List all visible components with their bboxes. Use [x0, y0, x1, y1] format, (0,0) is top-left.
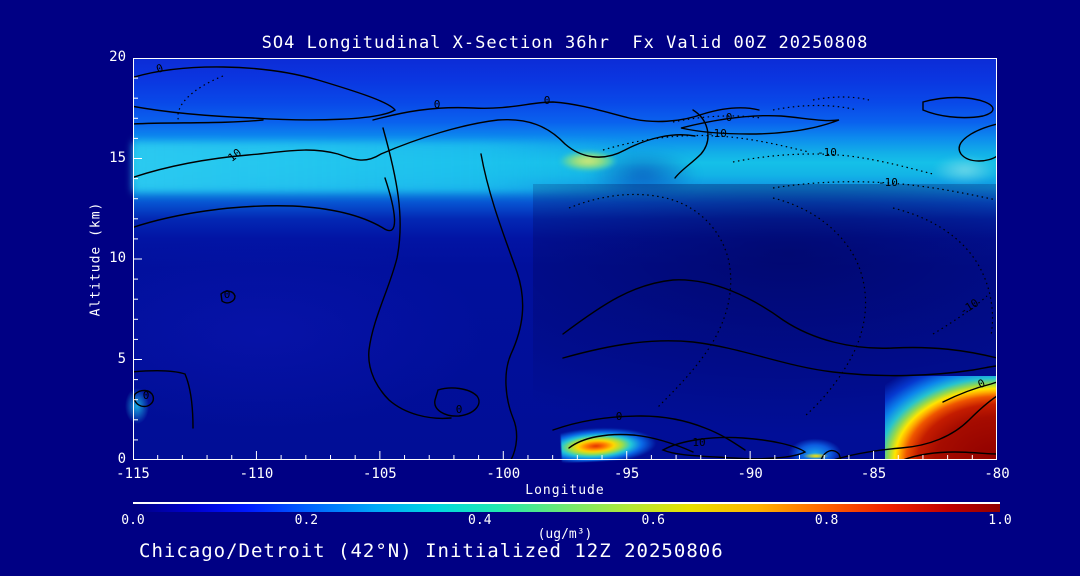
elevated-layer-west-band — [133, 142, 633, 192]
contour-label: 0 — [726, 111, 733, 124]
y-tick-label: 15 — [109, 149, 126, 166]
caption: Chicago/Detroit (42°N) Initialized 12Z 2… — [139, 540, 724, 562]
y-tick-label: 5 — [117, 350, 126, 367]
x-tick-label: -85 — [860, 466, 887, 482]
dark-navy-pool — [533, 184, 997, 460]
elevated-layer-notch — [588, 150, 698, 198]
colorbar-units-label: (ug/m³) — [537, 527, 593, 542]
dotted-contours — [177, 75, 997, 417]
contour-label: 0 — [143, 389, 150, 402]
contour-label: 0 — [544, 94, 551, 107]
y-tick-label: 0 — [117, 451, 126, 467]
contour-label: 10 — [226, 146, 244, 164]
contour-label: 0 — [154, 61, 165, 75]
colorbar-tick-label: 1.0 — [988, 513, 1012, 528]
contour-overlay-svg: 0 10 0 0 0 -10 -10 -10 -10 0 0 0 0 10 0 — [133, 58, 997, 460]
surface-plume-hotspot — [560, 420, 678, 464]
solid-contours — [133, 66, 997, 460]
colorbar-tick-label: 0.8 — [814, 513, 839, 528]
light-blue-pool — [133, 228, 563, 460]
contour-label: -10 — [878, 176, 898, 189]
x-tick-label: -90 — [737, 466, 763, 482]
x-axis-title: Longitude — [525, 483, 605, 498]
west-edge-cyan-patch — [125, 388, 149, 424]
x-tick-label: -115 — [116, 466, 150, 482]
colorbar — [133, 502, 1000, 512]
x-tick-label: -100 — [486, 466, 521, 482]
colorbar-tick-label: 0.2 — [294, 513, 319, 528]
chart-title: SO4 Longitudinal X-Section 36hr Fx Valid… — [261, 33, 869, 53]
elevated-layer-east-streak — [933, 156, 997, 184]
contour-label: 0 — [456, 403, 463, 416]
contour-label: -10 — [817, 146, 837, 159]
enhanced-midlevel-patch — [551, 148, 625, 174]
plot-border — [133, 58, 997, 460]
contour-label: -10 — [707, 127, 727, 140]
colorbar-tick-label: 0.0 — [121, 513, 145, 528]
y-tick-label: 20 — [109, 49, 126, 65]
plot-area: 0 10 0 0 0 -10 -10 -10 -10 0 0 0 0 10 0 — [125, 58, 997, 464]
colorbar-tick-label: 0.4 — [468, 513, 492, 528]
contour-label: 10 — [692, 436, 705, 449]
contour-label: -10 — [957, 296, 981, 318]
x-tick-label: -105 — [362, 466, 397, 482]
surface-maximum-hotspot — [885, 376, 997, 460]
y-tick-label: 10 — [109, 250, 126, 266]
colorbar-tick-label: 0.6 — [641, 513, 665, 528]
filled-contour-field — [133, 58, 997, 460]
axis-ticks — [133, 58, 997, 460]
weak-surface-glow — [781, 428, 849, 460]
contour-label: 0 — [434, 98, 441, 111]
contour-label: 0 — [976, 377, 987, 392]
contour-label: 0 — [224, 288, 231, 301]
contour-label: 0 — [616, 410, 623, 423]
x-tick-label: -80 — [984, 466, 1010, 482]
x-tick-label: -110 — [239, 466, 274, 482]
x-tick-label: -95 — [614, 466, 640, 482]
weak-surface-glow-core — [803, 453, 829, 459]
contour-labels: 0 10 0 0 0 -10 -10 -10 -10 0 0 0 0 10 0 — [143, 61, 988, 449]
